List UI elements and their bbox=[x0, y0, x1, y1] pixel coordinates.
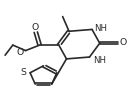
Text: S: S bbox=[20, 68, 26, 77]
Text: NH: NH bbox=[93, 56, 106, 65]
Text: O: O bbox=[120, 38, 127, 47]
Text: NH: NH bbox=[94, 24, 108, 33]
Text: O: O bbox=[31, 23, 39, 32]
Text: O: O bbox=[17, 48, 24, 57]
